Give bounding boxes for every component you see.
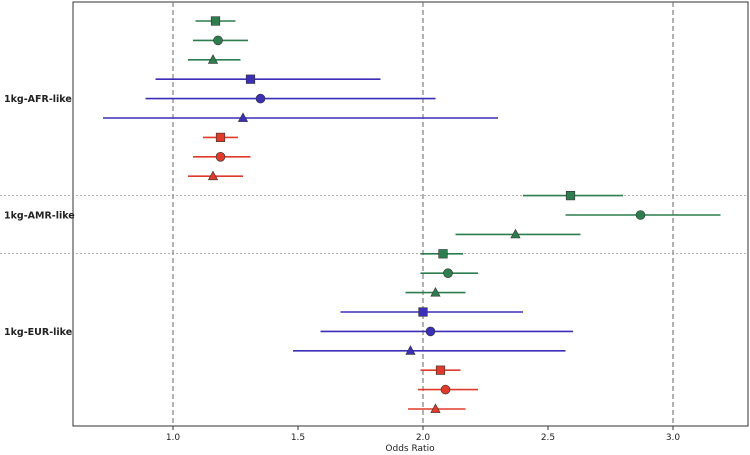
point-triangle <box>237 112 249 122</box>
point-triangle <box>207 170 219 181</box>
x-tick-label: 3.0 <box>666 433 681 443</box>
group-label-2: 1kg-EUR-like <box>4 327 72 338</box>
reference-lines <box>172 2 674 426</box>
point-square <box>435 365 446 375</box>
point-circle <box>440 384 451 395</box>
x-tick-label: 2.0 <box>416 433 431 443</box>
plot-area <box>72 1 749 427</box>
point-triangle <box>510 228 521 239</box>
group-label-0: 1kg-AFR-like <box>4 94 72 105</box>
x-tick-label: 2.5 <box>541 433 555 443</box>
estimates <box>103 16 721 413</box>
point-circle <box>425 326 436 337</box>
point-circle <box>213 35 223 46</box>
point-circle <box>443 268 453 279</box>
point-triangle <box>207 54 219 64</box>
point-circle <box>255 93 266 104</box>
point-square <box>438 249 448 259</box>
point-square <box>215 132 226 143</box>
group-separators <box>0 194 748 255</box>
point-square <box>245 74 256 84</box>
point-circle <box>215 152 226 162</box>
x-tick-label: 1.5 <box>291 433 305 443</box>
point-triangle <box>430 403 441 413</box>
point-circle <box>635 210 646 220</box>
x-axis-title: Odds Ratio <box>385 444 435 454</box>
x-axis: 1.0 1.5 2.0 2.5 3.0 <box>166 426 681 443</box>
group-label-1: 1kg-AMR-like <box>4 211 75 222</box>
x-tick-label: 1.0 <box>166 433 181 443</box>
group-labels: 1kg-AFR-like 1kg-AMR-like 1kg-EUR-like <box>4 94 75 338</box>
point-square <box>565 191 576 201</box>
point-square <box>418 307 428 317</box>
point-square <box>210 16 221 26</box>
point-triangle <box>405 345 416 355</box>
point-triangle <box>430 286 441 297</box>
